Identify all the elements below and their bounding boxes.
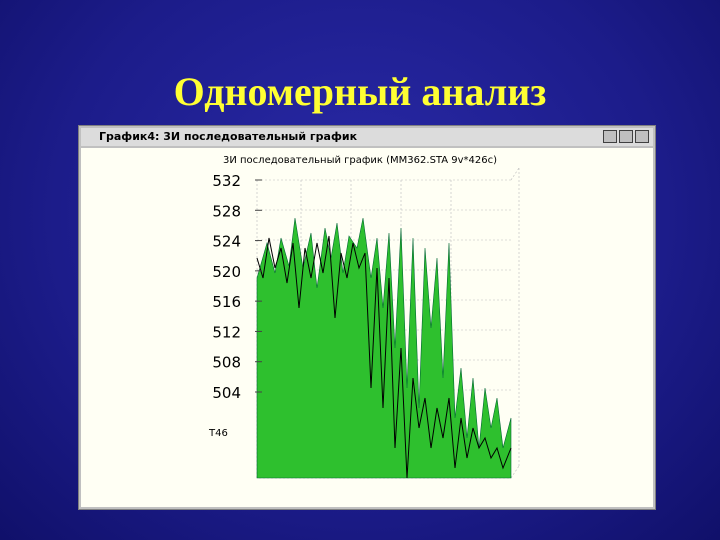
y-tick-label: 524 (212, 233, 241, 251)
y-tick-label: 504 (212, 384, 241, 402)
minimize-button[interactable] (603, 130, 617, 143)
y-tick-label: 516 (212, 293, 241, 311)
surface-edge (256, 235, 512, 479)
plot-title: 3И последовательный график (MM362.STA 9v… (223, 155, 497, 166)
y-tick-label: 520 (212, 263, 241, 281)
plot-area: 3И последовательный график (MM362.STA 9v… (81, 148, 653, 507)
window-title: График4: 3И последовательный график (99, 130, 358, 143)
y-tick-label: 508 (212, 354, 241, 372)
axis-label: T46 (208, 428, 228, 439)
title-bar: График4: 3И последовательный график (81, 128, 653, 146)
y-tick-label: 528 (212, 202, 241, 220)
y-tick-label: 512 (212, 323, 241, 341)
close-button[interactable] (635, 130, 649, 143)
surface (256, 217, 512, 479)
y-tick-label: 532 (212, 172, 241, 190)
maximize-button[interactable] (619, 130, 633, 143)
window: График4: 3И последовательный график 3И п… (78, 125, 656, 510)
slide-title: Одномерный анализ (173, 69, 547, 114)
